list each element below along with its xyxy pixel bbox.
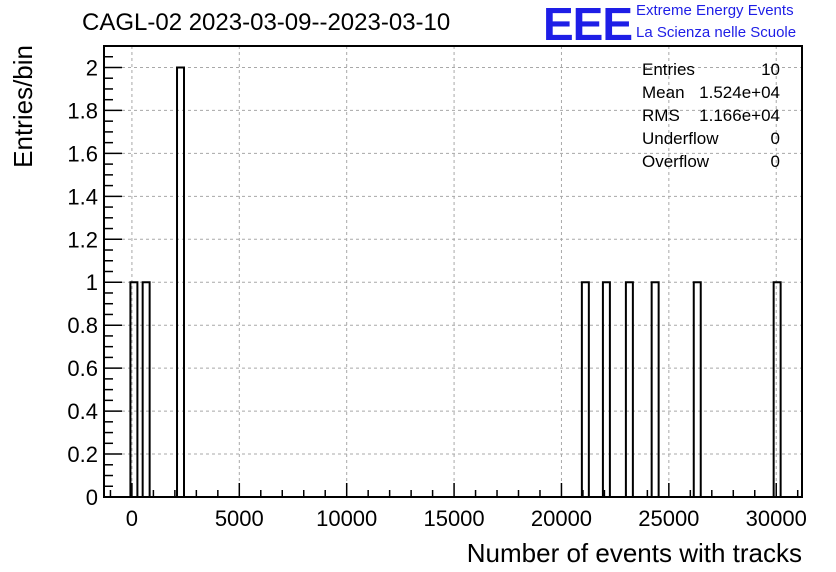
- y-tick-label: 0.6: [67, 356, 98, 381]
- stat-name: Entries: [642, 60, 695, 79]
- x-axis-label: Number of events with tracks: [467, 538, 802, 568]
- histogram-bar: [650, 281, 660, 497]
- stat-value: 0: [770, 152, 780, 171]
- x-tick-label: 10000: [316, 506, 377, 531]
- histogram-bar: [772, 281, 782, 497]
- histogram-bar: [176, 66, 186, 497]
- x-tick-label: 15000: [423, 506, 484, 531]
- y-tick-label: 0.4: [67, 399, 98, 424]
- x-tick-label: 20000: [531, 506, 592, 531]
- y-tick-label: 0: [86, 485, 98, 510]
- stat-value: 10: [761, 60, 780, 79]
- histogram-bar: [580, 281, 590, 497]
- y-tick-label: 1.8: [67, 98, 98, 123]
- histogram-bar: [601, 281, 611, 497]
- y-tick-label: 0.8: [67, 313, 98, 338]
- stat-row-rms: RMS 1.166e+04: [642, 106, 780, 129]
- stat-value: 1.524e+04: [699, 83, 780, 102]
- stat-name: Underflow: [642, 129, 719, 148]
- x-tick-label: 5000: [215, 506, 264, 531]
- histogram-bar: [129, 281, 139, 497]
- eee-logo-line2: La Scienza nelle Scuole: [636, 24, 797, 41]
- histogram-bar: [141, 281, 151, 497]
- y-tick-label: 1.6: [67, 141, 98, 166]
- y-tick-label: 1: [86, 270, 98, 295]
- statistics-box: Entries 10 Mean 1.524e+04 RMS 1.166e+04 …: [642, 60, 780, 175]
- eee-logo-line1: Extreme Energy Events: [636, 2, 794, 19]
- histogram-bar: [692, 281, 702, 497]
- stat-row-entries: Entries 10: [642, 60, 780, 83]
- x-tick-label: 25000: [638, 506, 699, 531]
- stat-row-mean: Mean 1.524e+04: [642, 83, 780, 106]
- eee-logo: EEE: [543, 0, 633, 50]
- histogram-bar: [624, 281, 634, 497]
- y-axis-label: Entries/bin: [8, 45, 38, 168]
- histogram-bars: [129, 66, 782, 497]
- stat-name: Overflow: [642, 152, 710, 171]
- y-tick-label: 0.2: [67, 442, 98, 467]
- stat-row-underflow: Underflow 0: [642, 129, 780, 152]
- y-tick-label: 1.4: [67, 184, 98, 209]
- stat-row-overflow: Overflow 0: [642, 152, 780, 175]
- y-tick-label: 1.2: [67, 227, 98, 252]
- chart-title: CAGL-02 2023-03-09--2023-03-10: [82, 9, 451, 36]
- stat-value: 0: [770, 129, 780, 148]
- grid-lines: [104, 46, 802, 497]
- stat-name: Mean: [642, 83, 685, 102]
- y-tick-label: 2: [86, 55, 98, 80]
- stat-value: 1.166e+04: [699, 106, 780, 125]
- x-tick-label: 0: [126, 506, 138, 531]
- x-tick-label: 30000: [746, 506, 807, 531]
- tick-labels: 0 5000 10000 15000 20000 25000 30000 0 0.2 0.4 0.6…: [67, 55, 806, 531]
- stat-name: RMS: [642, 106, 680, 125]
- axis-ticks: [104, 45, 799, 498]
